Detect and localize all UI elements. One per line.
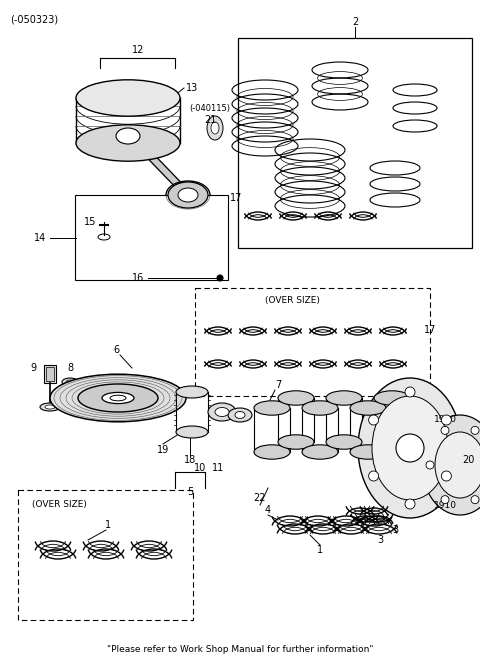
Circle shape — [471, 496, 479, 504]
Text: 3: 3 — [392, 525, 398, 535]
Ellipse shape — [350, 401, 386, 415]
Circle shape — [369, 415, 379, 425]
Ellipse shape — [76, 125, 180, 162]
Text: 15: 15 — [84, 217, 96, 227]
Text: 1: 1 — [317, 545, 323, 555]
Text: 17: 17 — [424, 325, 436, 335]
Ellipse shape — [76, 80, 180, 117]
Ellipse shape — [302, 401, 338, 415]
Text: 21: 21 — [204, 115, 216, 125]
Circle shape — [217, 275, 223, 281]
Ellipse shape — [435, 432, 480, 498]
Ellipse shape — [62, 378, 78, 386]
Ellipse shape — [102, 393, 134, 404]
Circle shape — [405, 387, 415, 397]
Ellipse shape — [228, 408, 252, 422]
Ellipse shape — [254, 401, 290, 415]
Ellipse shape — [278, 435, 314, 449]
Text: 9: 9 — [30, 363, 36, 373]
Ellipse shape — [207, 116, 223, 140]
Bar — [195, 288, 430, 396]
Text: 18: 18 — [184, 455, 196, 465]
Ellipse shape — [326, 435, 362, 449]
Ellipse shape — [110, 395, 126, 401]
Ellipse shape — [254, 445, 290, 459]
Text: 11: 11 — [212, 463, 224, 473]
Circle shape — [441, 496, 449, 504]
Ellipse shape — [326, 391, 362, 405]
Text: 14: 14 — [34, 233, 46, 243]
Ellipse shape — [168, 182, 208, 208]
Ellipse shape — [372, 396, 448, 500]
Ellipse shape — [208, 403, 236, 421]
Ellipse shape — [358, 378, 462, 518]
Text: 5: 5 — [187, 487, 193, 497]
Ellipse shape — [235, 412, 245, 418]
Text: 4: 4 — [265, 505, 271, 515]
Ellipse shape — [40, 403, 60, 411]
Ellipse shape — [422, 415, 480, 515]
Text: 1: 1 — [105, 520, 111, 530]
Circle shape — [426, 461, 434, 469]
Text: 17: 17 — [230, 193, 242, 203]
Circle shape — [471, 426, 479, 434]
Ellipse shape — [176, 386, 208, 398]
Polygon shape — [130, 140, 193, 195]
Bar — [238, 38, 472, 248]
Text: 13: 13 — [186, 83, 198, 93]
Text: (OVER SIZE): (OVER SIZE) — [32, 500, 87, 508]
Bar — [44, 365, 56, 383]
Circle shape — [442, 415, 451, 425]
Text: 1910: 1910 — [433, 416, 456, 424]
Text: 10: 10 — [194, 463, 206, 473]
Text: 3: 3 — [377, 535, 383, 545]
Text: "Please refer to Work Shop Manual for further information": "Please refer to Work Shop Manual for fu… — [107, 645, 373, 654]
Circle shape — [441, 426, 449, 434]
Ellipse shape — [78, 384, 158, 412]
Ellipse shape — [302, 445, 338, 459]
Text: (-050323): (-050323) — [10, 14, 58, 24]
Text: 16: 16 — [132, 273, 144, 283]
Ellipse shape — [278, 391, 314, 405]
Ellipse shape — [176, 426, 208, 438]
Ellipse shape — [350, 445, 386, 459]
Text: 12: 12 — [132, 45, 144, 55]
Ellipse shape — [215, 408, 229, 416]
Text: 2: 2 — [352, 17, 358, 27]
Ellipse shape — [178, 188, 198, 202]
Bar — [46, 367, 54, 381]
Text: (-040115): (-040115) — [190, 103, 230, 113]
Bar — [18, 490, 193, 620]
Ellipse shape — [116, 128, 140, 144]
Circle shape — [405, 499, 415, 509]
Ellipse shape — [211, 122, 219, 134]
Text: 19: 19 — [157, 445, 169, 455]
Text: 6: 6 — [113, 345, 119, 355]
Text: 8: 8 — [67, 363, 73, 373]
Circle shape — [442, 471, 451, 481]
Text: 22: 22 — [254, 493, 266, 503]
Text: 20: 20 — [462, 455, 474, 465]
Bar — [75, 195, 228, 280]
Text: (OVER SIZE): (OVER SIZE) — [265, 295, 320, 305]
Ellipse shape — [50, 374, 186, 422]
Ellipse shape — [45, 405, 55, 409]
Circle shape — [369, 471, 379, 481]
Ellipse shape — [66, 380, 74, 384]
Text: 1910: 1910 — [433, 500, 456, 510]
Circle shape — [396, 434, 424, 462]
Text: 7: 7 — [275, 380, 281, 390]
Ellipse shape — [374, 391, 410, 405]
Ellipse shape — [374, 435, 410, 449]
